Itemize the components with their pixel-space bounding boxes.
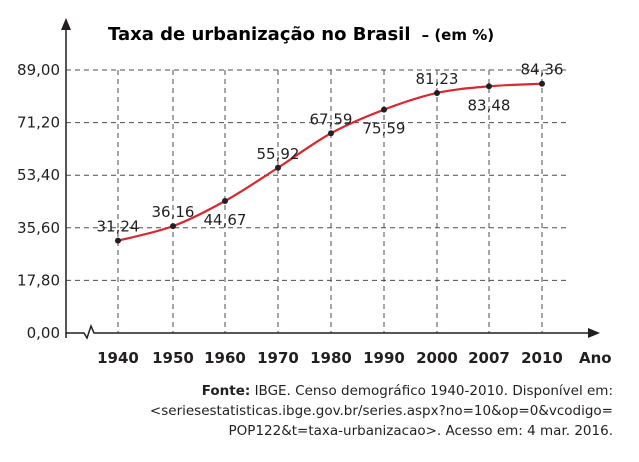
data-label: 44,67 [204,211,247,229]
y-tick-label: 53,40 [17,166,60,184]
x-axis [66,323,592,340]
source-line-1: Fonte: IBGE. Censo demográfico 1940-2010… [93,381,613,401]
y-tick-label: 17,80 [17,271,60,289]
data-point [328,130,334,137]
data-point [275,164,281,171]
data-label: 67,59 [310,110,353,128]
data-point [115,237,121,244]
data-label: 31,24 [97,218,140,236]
source-note: Fonte: IBGE. Censo demográfico 1940-2010… [93,381,613,441]
data-point [381,106,387,113]
data-point [170,223,176,230]
data-label: 83,48 [468,96,511,114]
data-label: 36,16 [152,203,195,221]
data-point [222,197,228,204]
data-label: 84,36 [521,61,564,79]
y-tick-label: 0,00 [27,324,60,342]
data-point [486,83,492,90]
data-label: 75,59 [363,120,406,138]
x-tick-label: 1940 [97,349,139,367]
source-text-1: IBGE. Censo demográfico 1940-2010. Dispo… [254,383,613,399]
y-axis-arrow [61,18,71,30]
data-label: 55,92 [257,145,300,163]
data-point [434,89,440,96]
x-tick-label: 1970 [257,349,299,367]
x-tick-label: 1950 [152,349,194,367]
source-line-3: POP122&t=taxa-urbanizacao>. Acesso em: 4… [228,423,613,439]
chart-title: Taxa de urbanização no Brasil – (em %) [108,24,494,45]
data-label: 81,23 [416,70,459,88]
chart-title-main: Taxa de urbanização no Brasil [108,24,411,45]
source-label: Fonte: [201,383,251,399]
y-tick-label: 89,00 [17,61,60,79]
x-tick-label: 1990 [363,349,405,367]
x-tick-label: 1960 [204,349,246,367]
data-labels: 31,24 36,16 44,67 55,92 67,59 75,59 81,23 83,48… [97,61,564,236]
x-tick-label: 1980 [310,349,352,367]
x-tick-label: 2000 [416,349,458,367]
axes [61,18,600,340]
x-axis-label: Ano [579,349,612,367]
x-tick-label: 2007 [468,349,510,367]
y-tick-label: 35,60 [17,219,60,237]
data-points [115,80,545,244]
y-tick-label: 71,20 [17,114,60,132]
x-axis-arrow [588,328,600,338]
x-tick-labels: 1940 1950 1960 1970 1980 1990 2000 2007 2010 [97,349,563,367]
y-tick-labels: 0,00 17,80 35,60 53,40 71,20 89,00 [17,61,60,342]
grid [66,69,570,333]
source-line-2: <seriesestatisticas.ibge.gov.br/series.a… [149,403,613,419]
chart-title-unit: – (em %) [422,26,495,44]
data-point [539,80,545,87]
x-tick-label: 2010 [521,349,563,367]
